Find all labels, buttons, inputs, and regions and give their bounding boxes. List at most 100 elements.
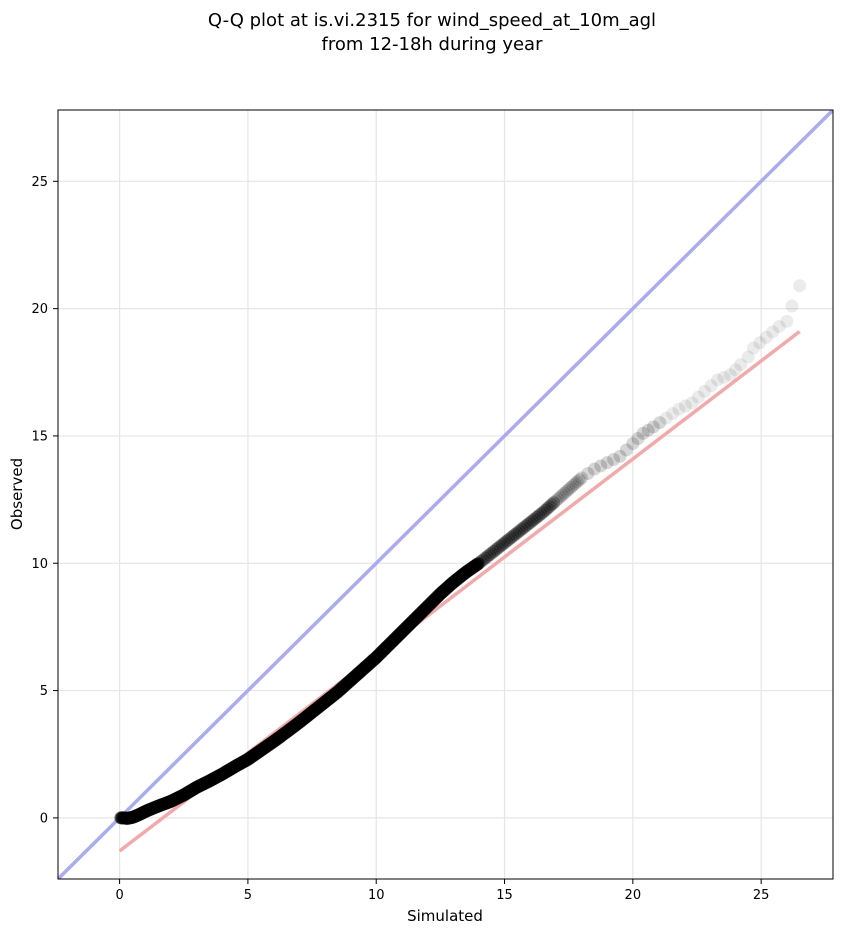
y-axis: 0 5 10 15 20 25 [31,175,58,826]
data-point [487,544,501,558]
data-point [495,538,509,552]
data-point [607,452,621,466]
data-point [557,486,571,500]
data-point [568,477,582,491]
data-point [678,399,692,413]
chart-title-line-1: Q-Q plot at is.vi.2315 for wind_speed_at… [208,10,656,31]
data-point [587,462,601,476]
data-point [572,473,586,487]
data-point [711,373,725,387]
data-point [619,443,633,457]
data-point [517,521,531,535]
data-point [728,363,742,377]
data-point [547,496,561,510]
data-point [626,437,640,451]
data-point [793,279,807,293]
data-point [478,551,492,565]
data-point [631,431,645,445]
data-point [536,505,550,519]
y-axis-label: Observed [8,458,26,530]
data-point [480,549,494,563]
y-tick-label: 20 [31,302,48,317]
data-point [581,466,595,480]
data-point [570,475,584,489]
data-point [613,449,627,463]
data-point [472,556,486,570]
data-point [512,524,526,538]
data-point [510,526,524,540]
data-point [502,532,516,546]
data-point [545,498,559,512]
data-point [704,379,718,393]
y-tick-label: 15 [31,429,48,444]
data-point [734,358,748,372]
x-axis: 0 5 10 15 20 25 [115,879,769,903]
data-point [538,503,552,517]
data-point [555,488,569,502]
x-tick-label: 0 [115,888,123,903]
data-point [471,557,485,571]
data-point [532,509,546,523]
data-point [476,553,490,567]
data-point [549,494,563,508]
data-point [540,502,554,516]
data-point [780,314,794,328]
data-point [746,341,760,355]
data-point [534,507,548,521]
y-tick-label: 25 [31,175,48,190]
data-point [717,370,731,384]
data-point [521,517,535,531]
identity-line [58,110,833,879]
data-point [498,536,512,550]
data-point [489,543,503,557]
x-tick-label: 5 [244,888,252,903]
data-point [594,459,608,473]
data-point [527,512,541,526]
data-point [551,492,565,506]
data-point [542,500,556,514]
grid-lines [58,110,833,879]
data-point [519,519,533,533]
data-point [766,325,780,339]
data-point [474,555,488,569]
data-point [562,482,576,496]
data-point [659,411,673,425]
data-point [672,402,686,416]
data-point [772,319,786,333]
data-point [566,479,580,493]
y-tick-label: 5 [40,684,48,699]
y-tick-label: 10 [31,557,48,572]
data-point [646,420,660,434]
data-point [641,423,655,437]
data-point [530,510,544,524]
plot-frame [57,109,834,880]
data-point [753,336,767,350]
data-point [691,390,705,404]
data-point [525,514,539,528]
data-point [515,522,529,536]
data-point [564,480,578,494]
data-point [685,396,699,410]
data-point [741,350,755,364]
x-tick-label: 20 [625,888,642,903]
x-tick-label: 10 [368,888,385,903]
data-point [653,416,667,430]
data-point [560,484,574,498]
data-point [523,516,537,530]
data-point [506,529,520,543]
chart-title-line-2: from 12-18h during year [322,34,544,55]
data-point [698,384,712,398]
data-point [508,527,522,541]
data-point [575,471,589,485]
x-tick-label: 25 [753,888,770,903]
data-point [759,330,773,344]
x-tick-label: 15 [496,888,513,903]
data-point [553,490,567,504]
data-point [785,299,799,313]
plot-area [58,110,833,879]
x-axis-label: Simulated [407,907,483,925]
data-point [723,368,737,382]
data-point [500,534,514,548]
y-tick-label: 0 [40,811,48,826]
